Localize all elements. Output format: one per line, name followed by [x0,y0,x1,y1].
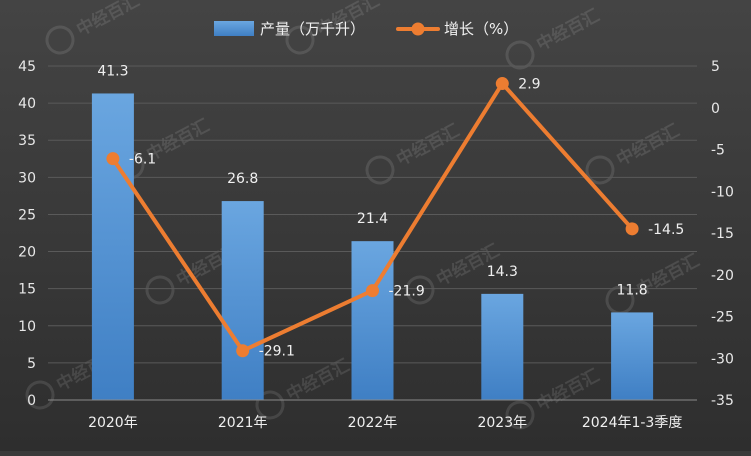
y-left-tick-label: 15 [18,282,36,298]
y-left-tick-label: 45 [18,59,36,75]
x-tick-label: 2022年 [348,415,398,431]
y-left-tick-label: 20 [18,245,36,261]
y-right-tick-label: -20 [711,268,734,284]
legend: 产量（万千升） 增长（%） [214,20,518,38]
line-data-label: 2.9 [518,77,540,93]
x-tick-label: 2024年1-3季度 [582,415,683,431]
line-series: -6.1 -29.1 -21.9 2.9 -14.5 [106,77,684,360]
y-right-tick-label: -5 [711,143,725,159]
bar-data-label: 11.8 [617,282,648,298]
bar [221,201,264,400]
legend-label-bar: 产量（万千升） [260,20,365,38]
line-data-label: -14.5 [648,222,684,238]
line-point [366,284,379,298]
line-data-label: -29.1 [259,344,295,360]
watermark-logo-icon [365,155,395,185]
watermark-logo-icon [25,380,55,410]
watermark-logo-icon [285,25,315,55]
legend-line-marker [411,22,425,36]
watermark-logo-icon [255,390,285,420]
y-right-tick-label: -35 [711,393,734,409]
bar-series: 41.3 26.8 21.4 14.3 11.8 [91,63,654,400]
y-right-tick-label: 0 [711,101,720,117]
x-tick-label: 2021年 [218,415,268,431]
y-left-tick-label: 5 [27,356,36,372]
bar-data-label: 21.4 [357,211,388,227]
line-point [625,222,639,236]
watermark-logo-icon [45,25,75,55]
watermark-logo-icon [405,275,435,305]
y-right-tick-label: -25 [711,310,734,326]
bar [611,312,654,400]
y-left-tick-label: 30 [18,170,36,186]
bar-data-label: 26.8 [227,171,258,187]
line-data-label: -6.1 [129,152,156,168]
y-left-tick-label: 40 [18,96,36,112]
bar [91,93,134,400]
y-left-tick-label: 0 [27,393,36,409]
bar-data-label: 41.3 [97,63,128,79]
x-tick-label: 2020年 [88,415,138,431]
line-point [495,77,509,91]
line-point [236,344,250,358]
bar [481,293,524,400]
line-data-label: -21.9 [389,284,425,300]
y-right-tick-label: -30 [711,351,734,367]
x-tick-label: 2023年 [477,415,527,431]
y-right-tick-label: 5 [711,59,720,75]
y-left-tick-label: 35 [18,133,36,149]
legend-label-line: 增长（%） [444,20,518,38]
line-point [106,152,120,166]
bar-data-label: 14.3 [487,264,518,280]
watermark-logo-icon [505,400,535,430]
y-right-tick-label: -15 [711,226,734,242]
y-left-tick-label: 10 [18,319,36,335]
y-right-tick-label: -10 [711,184,734,200]
watermark-logo-icon [145,275,175,305]
legend-bar-swatch [214,21,254,36]
y-left-tick-label: 25 [18,207,36,223]
watermark-logo-icon [585,155,615,185]
